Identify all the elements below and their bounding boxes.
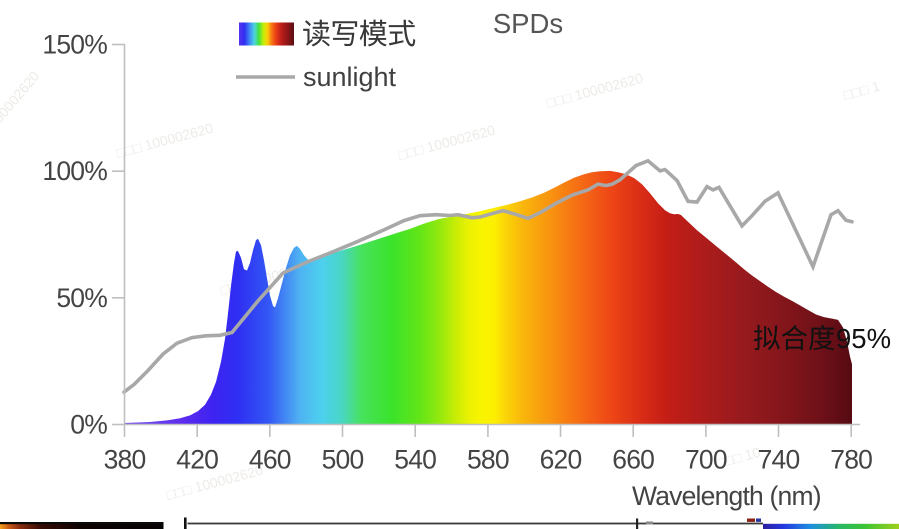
svg-text:780: 780 [830,445,872,475]
svg-text:660: 660 [612,445,654,475]
svg-text:50%: 50% [56,283,107,313]
svg-text:0%: 0% [70,410,107,440]
svg-text:460: 460 [249,445,291,475]
svg-text:95%: 95% [836,323,891,354]
svg-text:740: 740 [758,445,800,475]
svg-text:sunlight: sunlight [303,62,397,92]
svg-text:100%: 100% [42,156,107,186]
svg-text:Wavelength (nm): Wavelength (nm) [632,481,821,511]
svg-text:SPDs: SPDs [493,8,563,39]
svg-text:□□□ 1: □□□ 1 [842,78,882,103]
svg-text:580: 580 [467,445,509,475]
svg-text:□□□ 100002620: □□□ 100002620 [115,120,215,161]
svg-text:540: 540 [394,445,436,475]
svg-text:620: 620 [540,445,582,475]
svg-text:700: 700 [685,445,727,475]
svg-text:380: 380 [104,445,146,475]
svg-text:150%: 150% [42,30,107,60]
svg-text:420: 420 [176,445,218,475]
svg-text:□□□ 100002620: □□□ 100002620 [397,122,497,163]
svg-text:500: 500 [322,445,364,475]
svg-text:100002620: 100002620 [0,68,42,132]
svg-text:□□□ 100002620: □□□ 100002620 [545,70,645,111]
